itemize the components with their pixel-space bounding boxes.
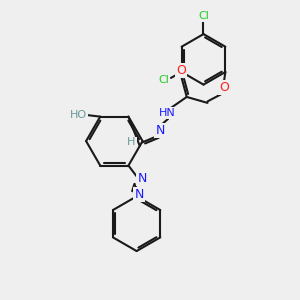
Text: Cl: Cl xyxy=(158,75,169,85)
Text: N: N xyxy=(134,188,144,202)
Text: HO: HO xyxy=(70,110,87,120)
Text: N: N xyxy=(155,124,165,137)
Text: HN: HN xyxy=(158,108,175,118)
Text: O: O xyxy=(176,64,186,77)
Text: H: H xyxy=(127,137,136,147)
Text: O: O xyxy=(219,81,229,94)
Text: N: N xyxy=(137,172,147,185)
Text: Cl: Cl xyxy=(198,11,209,21)
